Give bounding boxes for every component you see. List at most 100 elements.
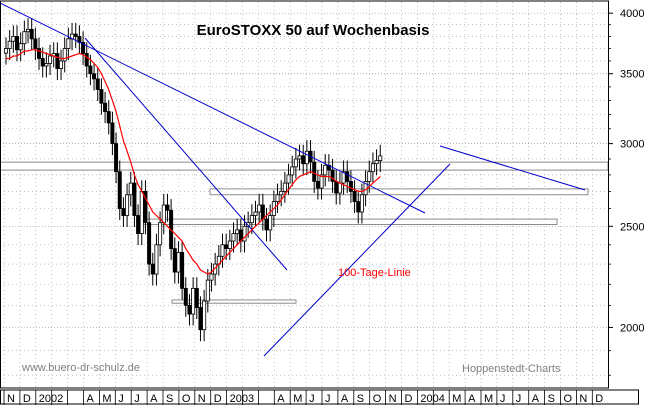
candle-body (341, 171, 346, 184)
candle-body (40, 58, 45, 67)
candle-body (165, 204, 170, 211)
candle-body (161, 204, 166, 224)
candle-body (99, 89, 104, 104)
candle-body (128, 182, 133, 196)
x-tick-label: D (214, 393, 222, 405)
candle-body (180, 252, 185, 289)
candle-body (183, 287, 188, 306)
x-tick-label: S (357, 393, 364, 405)
candle-body (92, 73, 97, 80)
candle-body (84, 53, 89, 67)
trendline (84, 37, 288, 271)
candle-body (158, 222, 163, 246)
moving-average-line (6, 49, 381, 275)
x-tick-label: S (166, 393, 173, 405)
candle-body (172, 248, 177, 273)
x-tick-label: D (595, 393, 603, 405)
x-tick-label: J (516, 393, 522, 405)
candle-body (11, 36, 16, 42)
y-tick-label: 2000 (620, 322, 644, 334)
candle-body (301, 155, 306, 165)
candle-body (66, 38, 71, 49)
candle-body (95, 78, 100, 90)
candle-body (191, 287, 196, 315)
candle-body (264, 218, 269, 231)
y-tick-label: 3500 (620, 69, 644, 81)
candle-body (48, 55, 53, 64)
chart-title: EuroSTOXX 50 auf Wochenbasis (197, 22, 430, 39)
candle-body (268, 215, 273, 231)
candle-body (330, 169, 335, 182)
candle-body (231, 233, 236, 242)
candle-body (59, 60, 64, 69)
y-tick-label: 2500 (620, 221, 644, 233)
x-tick-label: 2003 (230, 393, 254, 405)
candle-body (22, 31, 27, 45)
ma-annotation: 100-Tage-Linie (338, 267, 411, 279)
watermark-right: Hoppenstedt-Charts (462, 363, 561, 375)
candles (4, 18, 383, 342)
candle-body (106, 111, 111, 124)
candle-body (62, 48, 67, 62)
x-tick-label: A (150, 393, 158, 405)
candle-body (279, 190, 284, 196)
trendlines (0, 2, 586, 357)
candle-body (374, 160, 379, 165)
candle-body (176, 252, 181, 273)
candle-body (114, 143, 119, 173)
candle-body (154, 244, 159, 275)
candle-body (315, 181, 320, 189)
candle-body (304, 150, 309, 165)
x-tick-label: 2002 (39, 393, 63, 405)
candle-body (227, 240, 232, 249)
resistance-band-2700 (209, 188, 589, 196)
candle-body (33, 38, 38, 49)
candle-body (249, 215, 254, 224)
candle-body (136, 215, 141, 235)
candle-body (198, 307, 203, 331)
candle-body (242, 225, 247, 242)
candle-body (312, 161, 317, 182)
candle-body (103, 102, 108, 112)
x-tick-label: O (564, 393, 573, 405)
candle-body (194, 287, 199, 308)
candle-body (110, 122, 115, 145)
candle-body (117, 171, 122, 209)
candle-body (282, 182, 287, 192)
candle-body (370, 163, 375, 173)
candle-body (359, 194, 364, 213)
x-tick-label: O (182, 393, 191, 405)
candle-body (253, 211, 258, 216)
candle-body (4, 48, 9, 54)
candle-body (37, 48, 42, 59)
candle-body (246, 222, 251, 227)
candle-body (143, 190, 148, 224)
x-axis: N D 2002 A M J J A S O N D 2003 A M J J A S O N D 2004 M A M J J A S O… (3, 390, 603, 405)
candle-body (297, 155, 302, 160)
y-tick-label: 4000 (620, 8, 644, 20)
x-tick-label: N (7, 393, 15, 405)
y-axis: 4000 3500 3000 2500 2000 (608, 8, 644, 376)
candle-body (132, 182, 137, 216)
x-tick-label: M (452, 393, 461, 405)
x-tick-label: A (277, 393, 285, 405)
plot-frame (0, 0, 639, 405)
candle-body (337, 182, 342, 194)
x-axis-bar (0, 389, 639, 405)
x-tick-label: O (373, 393, 382, 405)
support-band-2525 (139, 218, 558, 225)
candle-body (290, 166, 295, 176)
candle-body (257, 204, 262, 213)
candle-body (378, 155, 383, 161)
x-tick-label: J (134, 393, 140, 405)
candle-body (7, 40, 12, 49)
candle-body (367, 171, 372, 182)
candle-body (18, 43, 23, 51)
x-tick-label: A (532, 393, 540, 405)
candle-body (150, 263, 155, 275)
trendline (0, 2, 426, 214)
candle-body (125, 194, 130, 216)
watermark-left: www.buero-dr-schulz.de (21, 362, 140, 374)
x-tick-label: J (118, 393, 124, 405)
